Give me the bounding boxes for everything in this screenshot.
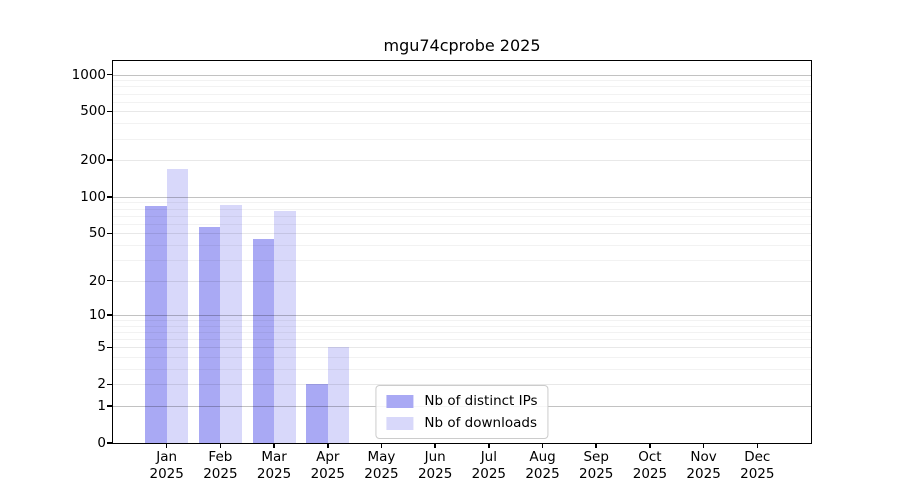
gridline-minor — [113, 208, 811, 210]
gridline-minor — [113, 332, 811, 334]
gridline-minor — [113, 215, 811, 217]
gridline-minor — [113, 138, 811, 140]
legend-item-downloads: Nb of downloads — [386, 415, 537, 431]
gridline-minor — [113, 123, 811, 125]
y-tick-label: 100 — [80, 188, 106, 205]
y-tick-mark — [106, 110, 112, 113]
x-tick-mark — [649, 443, 651, 448]
x-tick-label: Oct 2025 — [632, 449, 668, 482]
gridline-minor — [113, 101, 811, 103]
gridline-minor — [113, 325, 811, 327]
x-tick-label: Sep 2025 — [579, 449, 614, 482]
x-tick-mark — [380, 443, 383, 448]
y-tick-label: 1000 — [71, 66, 106, 83]
gridline-minor — [113, 223, 811, 225]
bar-distinct-ips-jan — [145, 206, 167, 443]
gridline — [113, 384, 811, 386]
x-tick-label: Jan 2025 — [149, 449, 184, 482]
y-tick-mark — [106, 232, 112, 235]
gridline — [113, 111, 811, 113]
gridline-major — [113, 74, 811, 76]
bar-downloads-mar — [274, 211, 296, 443]
x-tick-mark — [756, 443, 759, 448]
gridline — [113, 347, 811, 349]
chart-title: mgu74cprobe 2025 — [383, 36, 541, 55]
x-tick-mark — [595, 443, 597, 448]
x-tick-mark — [219, 443, 222, 448]
plot-area: Nb of distinct IPs Nb of downloads — [106, 59, 812, 448]
gridline-minor — [113, 339, 811, 341]
gridline-minor — [113, 202, 811, 204]
y-tick-label: 500 — [80, 103, 106, 120]
y-tick-mark — [106, 383, 112, 386]
y-tick-mark — [106, 314, 112, 316]
y-tick-label: 20 — [88, 272, 106, 289]
y-tick-mark — [106, 196, 112, 198]
x-tick-label: May 2025 — [364, 449, 399, 482]
bar-downloads-apr — [327, 347, 350, 443]
gridline — [113, 160, 811, 162]
y-tick-label: 50 — [88, 225, 106, 242]
gridline-minor — [113, 357, 811, 359]
x-tick-label: Nov 2025 — [686, 449, 721, 482]
x-tick-label: Apr 2025 — [310, 449, 345, 482]
y-tick-mark — [106, 405, 112, 407]
legend-label-distinct-ips: Nb of distinct IPs — [424, 393, 538, 409]
gridline-minor — [113, 320, 811, 322]
gridline-major — [113, 315, 811, 317]
legend-item-distinct-ips: Nb of distinct IPs — [386, 393, 538, 409]
x-tick-mark — [165, 443, 168, 448]
y-tick-label: 2 — [97, 376, 106, 393]
x-tick-mark — [327, 443, 329, 448]
legend-label-downloads: Nb of downloads — [424, 415, 537, 431]
x-tick-label: Dec 2025 — [740, 449, 775, 482]
y-tick-mark — [106, 159, 112, 161]
y-tick-mark — [106, 442, 112, 444]
gridline-minor — [113, 93, 811, 95]
x-tick-mark — [541, 443, 544, 448]
x-tick-mark — [488, 443, 490, 448]
bar-distinct-ips-mar — [252, 238, 275, 443]
x-tick-label: Jul 2025 — [471, 449, 507, 482]
bar-distinct-ips-apr — [306, 384, 328, 443]
x-tick-mark — [702, 443, 705, 448]
bar-downloads-jan — [166, 169, 189, 443]
legend-swatch-distinct-ips — [386, 394, 414, 408]
y-tick-mark — [106, 346, 112, 349]
x-tick-mark — [434, 443, 436, 448]
x-tick-label: Mar 2025 — [256, 449, 292, 482]
x-tick-label: Feb 2025 — [203, 449, 238, 482]
gridline-minor — [113, 369, 811, 371]
y-tick-label: 5 — [97, 339, 106, 356]
gridline-minor — [113, 259, 811, 261]
bar-distinct-ips-feb — [198, 227, 221, 443]
x-tick-label: Aug 2025 — [525, 449, 560, 482]
y-tick-label: 1 — [97, 398, 106, 415]
y-tick-mark — [106, 279, 112, 282]
y-tick-mark — [106, 73, 112, 76]
y-tick-label: 200 — [80, 152, 106, 169]
gridline-minor — [113, 244, 811, 246]
x-tick-mark — [273, 443, 275, 448]
legend-swatch-downloads — [386, 416, 414, 430]
gridline — [113, 233, 811, 235]
legend: Nb of distinct IPs Nb of downloads — [375, 385, 549, 439]
gridline-minor — [113, 86, 811, 88]
y-tick-label: 10 — [88, 307, 106, 324]
x-tick-label: Jun 2025 — [417, 449, 453, 482]
bar-downloads-feb — [220, 205, 242, 443]
bars-layer — [113, 61, 811, 443]
gridline-major — [113, 196, 811, 198]
gridline-minor — [113, 80, 811, 82]
gridline — [113, 280, 811, 282]
y-tick-label: 0 — [97, 435, 106, 451]
